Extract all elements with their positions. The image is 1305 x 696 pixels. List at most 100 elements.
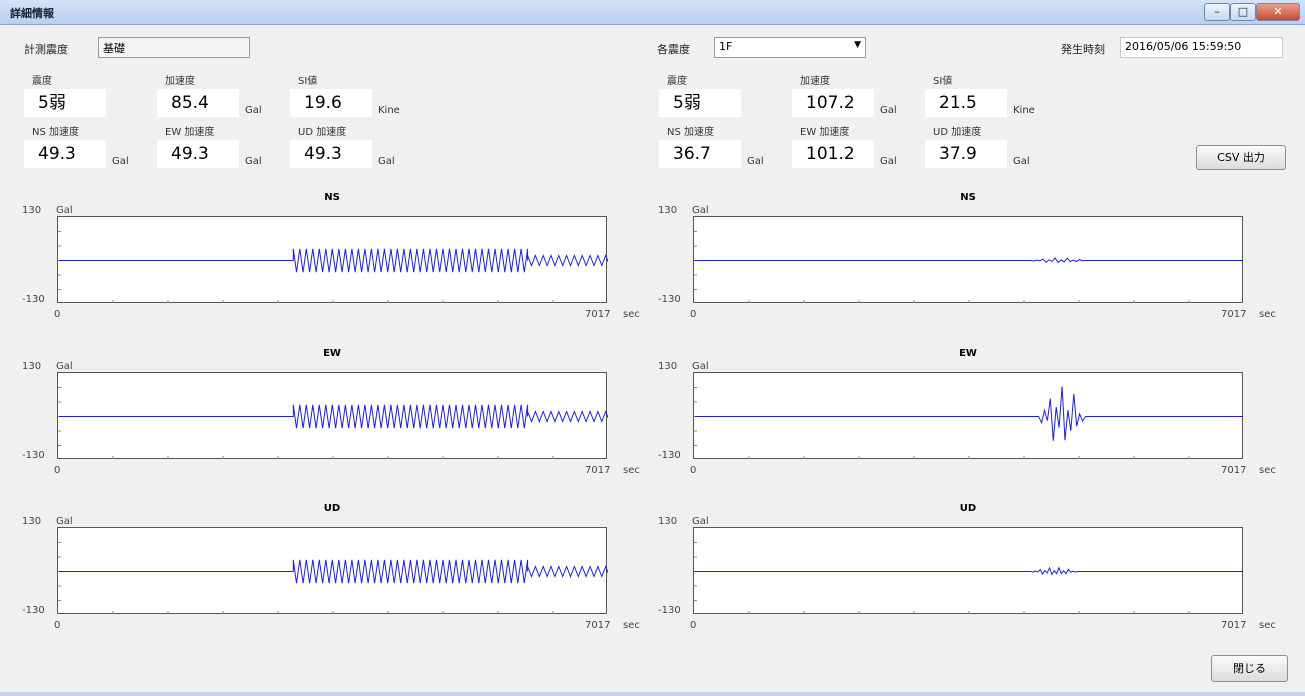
maximize-icon: □	[1237, 5, 1249, 18]
metric-unit: Gal	[112, 156, 129, 167]
x-min-label: 0	[54, 465, 61, 476]
metric-unit: Gal	[378, 156, 395, 167]
waveform-plot	[693, 372, 1243, 459]
csv-export-button[interactable]: CSV 出力	[1196, 145, 1286, 170]
x-unit-label: sec	[623, 465, 640, 476]
chart-title: NS	[960, 192, 976, 203]
metric-label: 震度	[667, 76, 687, 87]
chevron-down-icon: ▼	[854, 40, 861, 50]
x-unit-label: sec	[1259, 620, 1276, 631]
metric-value: 21.5	[925, 89, 1007, 117]
sensor-select[interactable]: 1F ▼	[714, 37, 866, 58]
y-min-label: -130	[22, 450, 45, 461]
y-min-label: -130	[658, 605, 681, 616]
left-site-label: 計測震度	[24, 43, 68, 56]
y-min-label: -130	[22, 605, 45, 616]
window-title: 詳細情報	[10, 7, 54, 20]
waveform-svg	[694, 386, 1243, 459]
y-max-label: 130	[22, 205, 42, 216]
time-label: 発生時刻	[1061, 43, 1105, 56]
metric-value: 5弱	[24, 89, 106, 117]
y-unit-label: Gal	[692, 205, 709, 216]
metric-label: EW 加速度	[800, 127, 850, 138]
close-window-button[interactable]: ✕	[1256, 3, 1300, 21]
x-max-label: 7017	[1221, 620, 1247, 631]
x-max-label: 7017	[1221, 465, 1247, 476]
close-icon: ✕	[1273, 5, 1283, 18]
metric-unit: Gal	[245, 156, 262, 167]
metric-value: 5弱	[659, 89, 741, 117]
waveform-plot	[57, 527, 608, 614]
x-max-label: 7017	[585, 309, 611, 320]
metric-value: 37.9	[925, 140, 1007, 168]
y-unit-label: Gal	[56, 361, 73, 372]
chart-title: UD	[959, 503, 977, 514]
metric-label: NS 加速度	[667, 127, 715, 138]
metric-label: 加速度	[165, 76, 195, 87]
metric-label: UD 加速度	[298, 127, 347, 138]
waveform-plot	[693, 216, 1243, 303]
metric-unit: Gal	[245, 105, 262, 116]
waveform-svg	[58, 231, 608, 303]
waveform-line	[695, 566, 1243, 576]
minimize-button[interactable]: –	[1204, 3, 1230, 21]
right-site-label: 各震度	[657, 43, 690, 56]
metric-label: UD 加速度	[933, 127, 982, 138]
x-min-label: 0	[690, 620, 697, 631]
metric-value: 49.3	[157, 140, 239, 168]
x-max-label: 7017	[1221, 309, 1247, 320]
metric-label: 震度	[32, 76, 52, 87]
waveform-svg	[694, 231, 1243, 303]
y-unit-label: Gal	[56, 516, 73, 527]
y-max-label: 130	[22, 516, 42, 527]
x-unit-label: sec	[623, 309, 640, 320]
x-min-label: 0	[690, 465, 697, 476]
waveform-plot	[57, 216, 608, 303]
y-max-label: 130	[22, 361, 42, 372]
y-unit-label: Gal	[56, 205, 73, 216]
y-unit-label: Gal	[692, 516, 709, 527]
y-min-label: -130	[658, 450, 681, 461]
metric-unit: Gal	[747, 156, 764, 167]
y-min-label: -130	[22, 294, 45, 305]
x-max-label: 7017	[585, 620, 611, 631]
x-min-label: 0	[54, 309, 61, 320]
minimize-icon: –	[1214, 5, 1220, 18]
y-min-label: -130	[658, 294, 681, 305]
waveform-plot	[57, 372, 608, 459]
metric-unit: Gal	[880, 105, 897, 116]
waveform-plot	[693, 527, 1243, 614]
metric-value: 49.3	[290, 140, 372, 168]
close-button[interactable]: 閉じる	[1211, 655, 1288, 682]
y-unit-label: Gal	[692, 361, 709, 372]
metric-value: 49.3	[24, 140, 106, 168]
chart-title: EW	[323, 348, 341, 359]
chart-title: NS	[324, 192, 340, 203]
waveform-svg	[694, 542, 1243, 614]
x-max-label: 7017	[585, 465, 611, 476]
maximize-button[interactable]: □	[1230, 3, 1256, 21]
window-titlebar: 詳細情報 – □ ✕	[0, 0, 1305, 25]
metric-value: 36.7	[659, 140, 741, 168]
x-min-label: 0	[690, 309, 697, 320]
y-max-label: 130	[658, 516, 678, 527]
left-site-field: 基礎	[98, 37, 250, 58]
metric-label: NS 加速度	[32, 127, 80, 138]
metric-value: 101.2	[792, 140, 874, 168]
waveform-svg	[58, 542, 608, 614]
x-unit-label: sec	[1259, 465, 1276, 476]
metric-label: SI値	[298, 76, 318, 87]
metric-label: SI値	[933, 76, 953, 87]
metric-unit: Gal	[880, 156, 897, 167]
waveform-line	[59, 559, 608, 584]
x-unit-label: sec	[623, 620, 640, 631]
waveform-line	[695, 257, 1243, 264]
status-bar	[0, 692, 1305, 696]
x-min-label: 0	[54, 620, 61, 631]
metric-unit: Kine	[378, 105, 400, 116]
metric-value: 85.4	[157, 89, 239, 117]
waveform-svg	[58, 387, 608, 459]
y-max-label: 130	[658, 205, 678, 216]
y-max-label: 130	[658, 361, 678, 372]
metric-value: 107.2	[792, 89, 874, 117]
